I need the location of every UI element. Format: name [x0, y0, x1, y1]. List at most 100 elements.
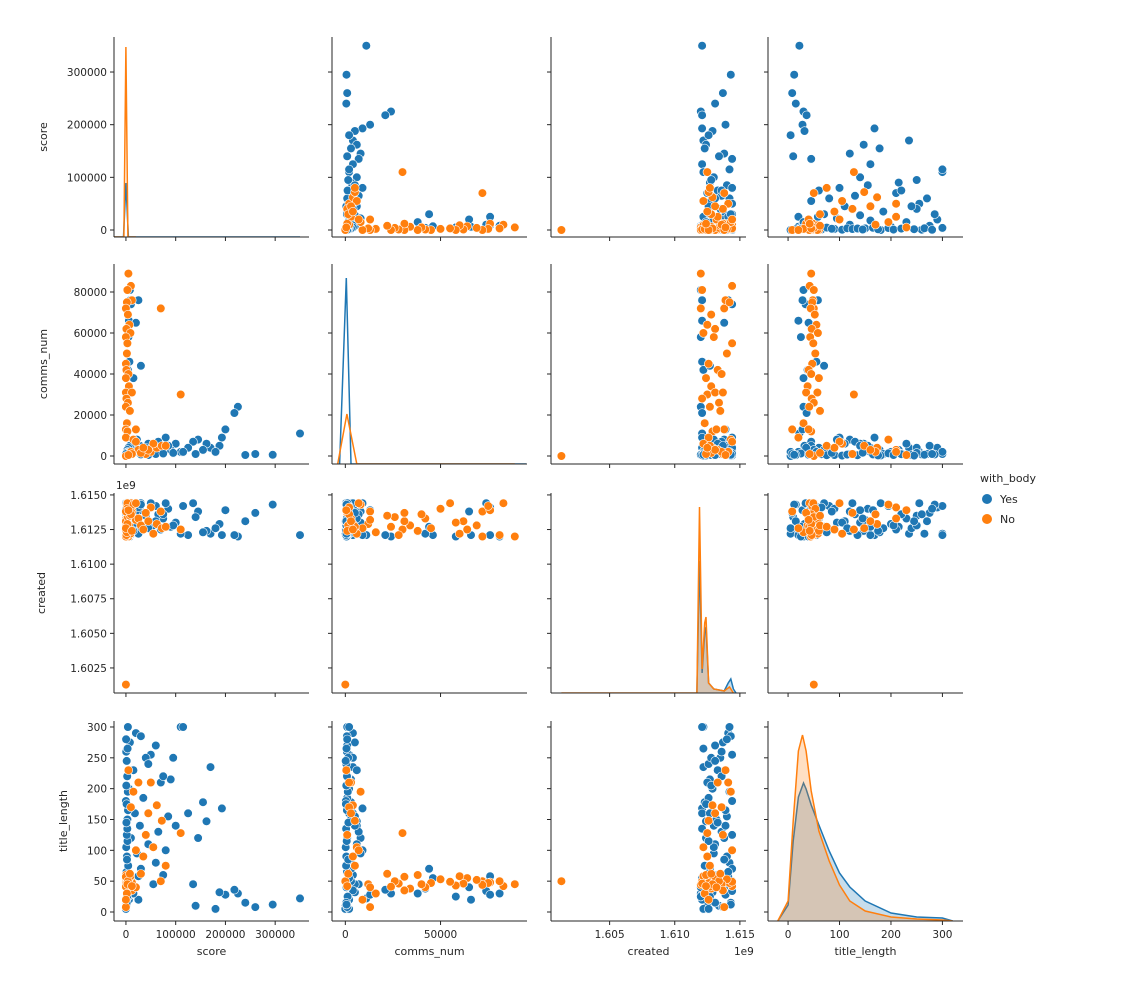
scatter-point-no: [348, 207, 358, 217]
scatter-point-yes: [240, 450, 250, 460]
scatter-point-yes: [927, 504, 937, 514]
y-tick-label: 1.6100: [70, 559, 107, 571]
scatter-point-no: [348, 524, 358, 535]
scatter-point-no: [808, 338, 818, 348]
panel-marks: [121, 269, 305, 461]
scatter-point-no: [720, 450, 731, 460]
scatter-point-no: [865, 445, 876, 455]
scatter-point-yes: [268, 450, 278, 460]
y-tick-label: 50: [94, 876, 107, 888]
scatter-point-yes: [888, 225, 899, 235]
scatter-point-no: [793, 225, 804, 235]
scatter-point-no: [834, 214, 845, 225]
scatter-point-no: [148, 439, 158, 449]
scatter-point-yes: [136, 731, 146, 741]
scatter-point-yes: [210, 447, 221, 457]
scatter-point-yes: [217, 530, 227, 540]
scatter-point-no: [698, 842, 709, 852]
y-tick-label: 300000: [67, 67, 107, 79]
scatter-point-no: [891, 502, 901, 513]
scatter-point-no: [350, 861, 360, 871]
scatter-point-yes: [295, 893, 305, 904]
x-axis-label-score: score: [197, 945, 227, 958]
panel-created-vs-created: [547, 493, 746, 697]
scatter-point-yes: [495, 888, 505, 899]
scatter-point-no: [348, 851, 358, 862]
scatter-point-no: [125, 406, 135, 416]
scatter-point-no: [161, 441, 171, 451]
scatter-point-yes: [210, 904, 221, 914]
scatter-point-no: [397, 828, 408, 838]
panel-title_length-vs-score: 0 50 100 150 200 250 300 0 100000 200000 300000: [87, 721, 309, 941]
panel-title_length-vs-created: 1.605 1.610 1.615: [547, 721, 755, 941]
scatter-point-yes: [183, 808, 193, 818]
scatter-point-no: [143, 808, 153, 818]
scatter-point-yes: [710, 740, 720, 751]
scatter-point-no: [709, 332, 719, 342]
scatter-point-yes: [937, 447, 948, 457]
panel-score-vs-created: [547, 37, 746, 241]
scatter-point-yes: [191, 901, 201, 911]
scatter-point-no: [344, 777, 354, 788]
scatter-point-yes: [138, 793, 148, 803]
legend-item-no: No: [978, 509, 1036, 529]
y-axis-label-title_length: title_length: [57, 790, 70, 852]
legend-label-yes: Yes: [1000, 492, 1018, 506]
scatter-point-yes: [789, 70, 799, 80]
scatter-point-no: [849, 524, 859, 535]
scatter-point-no: [556, 451, 567, 461]
scatter-point-yes: [847, 498, 858, 508]
scatter-point-no: [706, 869, 716, 879]
scatter-point-yes: [341, 70, 352, 80]
scatter-point-no: [152, 800, 162, 810]
scatter-point-yes: [922, 193, 932, 203]
scatter-point-no: [701, 881, 711, 891]
scatter-point-yes: [869, 433, 880, 443]
scatter-point-no: [341, 505, 351, 515]
scatter-point-no: [718, 387, 728, 398]
scatter-point-yes: [697, 408, 707, 418]
scatter-point-yes: [424, 864, 434, 874]
scatter-point-no: [148, 842, 158, 852]
scatter-point-no: [123, 450, 133, 460]
y-axis-label-score: score: [37, 122, 50, 152]
panel-comms_num-vs-comms_num: [328, 264, 527, 468]
scatter-point-yes: [198, 797, 208, 807]
scatter-point-no: [710, 387, 720, 398]
scatter-point-no: [716, 802, 727, 812]
scatter-point-no: [793, 433, 804, 443]
scatter-point-yes: [716, 747, 727, 757]
y-tick-label: 250: [87, 753, 107, 765]
scatter-point-no: [426, 523, 436, 533]
scatter-point-no: [138, 443, 148, 453]
scatter-point-no: [714, 398, 724, 408]
scatter-point-no: [702, 828, 712, 838]
y-tick-label: 0: [100, 907, 107, 919]
scatter-point-no: [715, 406, 725, 416]
scatter-point-no: [157, 816, 167, 826]
panel-marks: [121, 722, 305, 914]
scatter-point-no: [727, 214, 737, 225]
scatter-point-yes: [709, 842, 719, 852]
scatter-point-no: [702, 167, 712, 177]
scatter-point-no: [809, 679, 819, 690]
scatter-point-yes: [188, 437, 198, 447]
scatter-point-no: [829, 443, 840, 453]
x-axis-label-created: created: [628, 945, 670, 958]
y-tick-label: 1.6025: [70, 663, 107, 675]
scatter-point-yes: [901, 439, 912, 449]
scatter-point-no: [477, 188, 488, 198]
scatter-point-yes: [797, 295, 808, 305]
scatter-point-no: [121, 433, 131, 443]
scatter-point-no: [849, 389, 859, 400]
scatter-point-yes: [341, 756, 351, 766]
scatter-point-yes: [295, 530, 305, 540]
scatter-point-yes: [183, 530, 193, 540]
scatter-point-no: [810, 348, 820, 359]
scatter-point-no: [455, 871, 465, 881]
scatter-point-yes: [909, 224, 919, 234]
scatter-point-yes: [865, 530, 876, 540]
scatter-point-no: [815, 221, 825, 231]
scatter-point-no: [815, 511, 825, 521]
scatter-point-no: [727, 338, 737, 348]
